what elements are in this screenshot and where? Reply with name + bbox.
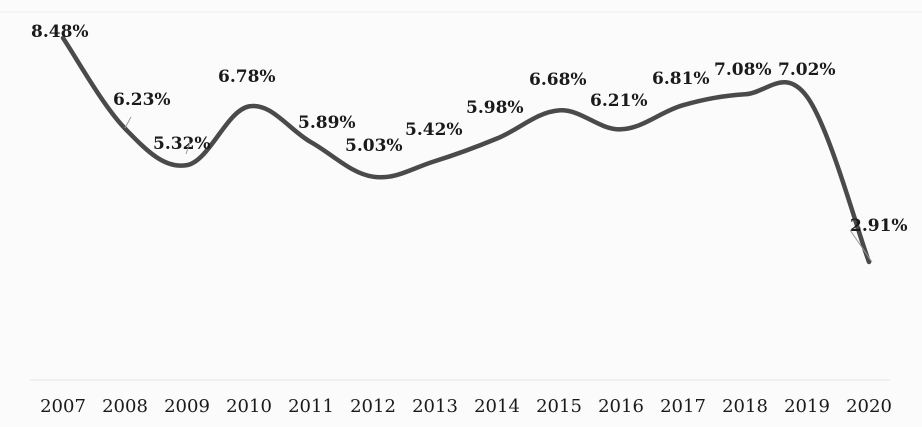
data-label-2020: 2.91% xyxy=(850,216,908,236)
x-tick-label-2010: 2010 xyxy=(226,396,272,417)
chart-marks: 8.48% 6.23% 5.32% 6.78% 5.89% 5.03%5.42%5.98%… xyxy=(31,22,908,417)
data-label-2011: 5.89% xyxy=(298,113,356,133)
series-line xyxy=(60,35,872,265)
x-tick-label-2008: 2008 xyxy=(102,396,148,417)
x-tick-label-2009: 2009 xyxy=(164,396,210,417)
x-tick-label-2012: 2012 xyxy=(350,396,396,417)
data-label-2018: 7.08% xyxy=(714,60,772,80)
leader-line-2020 xyxy=(849,229,873,263)
data-label-2014: 5.98% xyxy=(466,98,524,118)
data-label-2010: 6.78% xyxy=(218,67,276,87)
x-tick-label-2013: 2013 xyxy=(412,396,458,417)
x-tick-label-2015: 2015 xyxy=(536,396,582,417)
data-label-2008: 6.23% xyxy=(113,90,171,110)
x-tick-label-2014: 2014 xyxy=(474,396,520,417)
data-label-2007: 8.48% xyxy=(31,22,89,42)
data-label-2009: 5.32% xyxy=(153,134,211,154)
data-label-2019: 7.02% xyxy=(778,60,836,80)
data-label-2016: 6.21% xyxy=(590,91,648,111)
data-label-2015: 6.68% xyxy=(529,70,587,90)
x-tick-label-2017: 2017 xyxy=(660,396,706,417)
x-tick-label-2019: 2019 xyxy=(784,396,830,417)
data-label-2012: 5.03% xyxy=(345,136,403,156)
data-label-2013: 5.42% xyxy=(405,120,463,140)
data-label-2017: 6.81% xyxy=(652,69,710,89)
leader-line-2008 xyxy=(124,116,132,129)
x-tick-label-2016: 2016 xyxy=(598,396,644,417)
x-tick-label-2011: 2011 xyxy=(288,396,334,417)
leader-line-2009 xyxy=(185,141,191,155)
x-tick-label-2018: 2018 xyxy=(722,396,768,417)
x-tick-label-2007: 2007 xyxy=(40,396,86,417)
x-tick-label-2020: 2020 xyxy=(846,396,892,417)
